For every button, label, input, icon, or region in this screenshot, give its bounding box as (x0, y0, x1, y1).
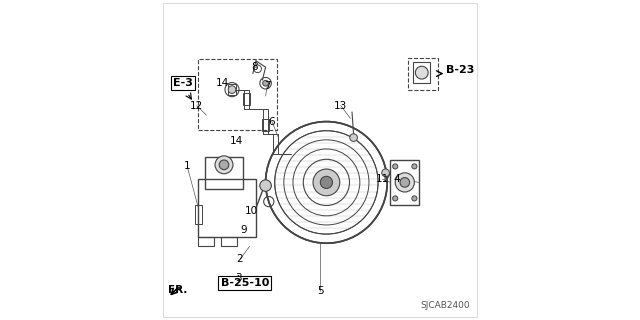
Text: E-3: E-3 (173, 78, 193, 88)
Bar (390, 160, 419, 205)
Bar (205, 157, 243, 189)
Circle shape (219, 160, 229, 170)
Text: 4: 4 (394, 174, 400, 184)
Circle shape (228, 86, 236, 93)
Text: 13: 13 (334, 100, 348, 111)
Circle shape (412, 196, 417, 201)
Text: 11: 11 (376, 174, 389, 184)
Circle shape (412, 164, 417, 169)
Text: 12: 12 (190, 100, 204, 111)
Text: 8: 8 (251, 62, 258, 72)
Text: 14: 14 (230, 136, 243, 146)
Text: 7: 7 (264, 81, 271, 92)
Text: 1: 1 (184, 161, 191, 172)
Circle shape (321, 176, 333, 188)
Circle shape (260, 180, 271, 191)
Text: 6: 6 (269, 116, 275, 127)
Circle shape (263, 80, 269, 86)
Text: 10: 10 (244, 206, 258, 216)
Text: SJCAB2400: SJCAB2400 (420, 301, 470, 310)
Text: B-23: B-23 (447, 65, 475, 76)
Text: 2: 2 (237, 254, 243, 264)
Bar (195, 205, 202, 224)
Text: 9: 9 (240, 225, 246, 236)
Text: 5: 5 (317, 286, 323, 296)
Bar (413, 62, 431, 83)
Circle shape (393, 164, 398, 169)
Text: FR.: FR. (168, 285, 188, 295)
Circle shape (215, 156, 233, 174)
Bar (408, 58, 438, 90)
Bar (221, 237, 237, 246)
Circle shape (400, 178, 410, 187)
Bar (198, 237, 214, 246)
Text: B-25-10: B-25-10 (221, 278, 269, 288)
Bar (198, 59, 277, 130)
Bar (198, 179, 256, 237)
Bar (262, 119, 269, 131)
Circle shape (396, 173, 415, 192)
Circle shape (313, 169, 340, 196)
Bar (243, 93, 250, 105)
Text: 14: 14 (216, 78, 229, 88)
Circle shape (350, 134, 357, 141)
Bar (228, 84, 236, 95)
Circle shape (393, 196, 398, 201)
Circle shape (382, 169, 389, 177)
Text: 3: 3 (235, 273, 242, 284)
Circle shape (415, 66, 428, 79)
